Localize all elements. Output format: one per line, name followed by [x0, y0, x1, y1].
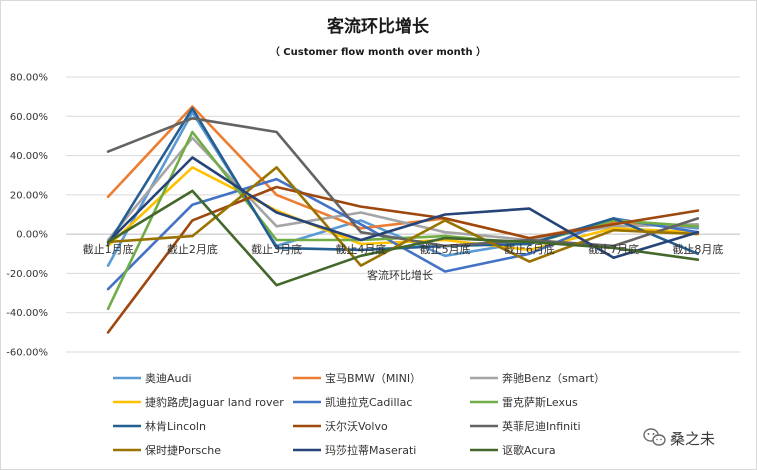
legend-label: 凯迪拉克Cadillac — [325, 395, 412, 409]
legend-label: 雷克萨斯Lexus — [502, 396, 578, 409]
legend-label: 英菲尼迪Infiniti — [502, 419, 581, 433]
y-tick-label: 60.00% — [10, 112, 48, 123]
legend-label: 讴歌Acura — [502, 443, 556, 457]
y-tick-label: -60.00% — [6, 348, 48, 359]
gridlines — [66, 76, 740, 353]
legend-label: 奔驰Benz（smart） — [502, 371, 605, 385]
x-tick-label: 截止6月底 — [504, 242, 555, 256]
x-tick-label: 截止3月底 — [251, 242, 302, 256]
legend-label: 保时捷Porsche — [145, 443, 221, 457]
series-line-2 — [106, 136, 700, 242]
y-tick-label: 0.00% — [16, 230, 48, 241]
legend-label: 沃尔沃Volvo — [325, 420, 388, 433]
x-tick-label: 截止2月底 — [167, 242, 218, 256]
y-tick-label: 80.00% — [10, 73, 48, 84]
watermark-text: 桑之未 — [670, 430, 715, 448]
x-tick-label: 截止8月底 — [672, 242, 723, 256]
legend: 奥迪Audi 宝马BMW（MINI） 奔驰Benz（smart） 捷豹路虎Jaguar… — [113, 371, 605, 457]
y-tick-label: -40.00% — [6, 308, 48, 319]
chart-subtitle: （ Customer flow month over month ） — [270, 45, 486, 58]
legend-label: 宝马BMW（MINI） — [325, 371, 421, 385]
series-line-7 — [106, 185, 700, 334]
y-tick-label: -20.00% — [6, 269, 48, 280]
y-axis-ticks: -60.00% -40.00% -20.00% 0.00% 20.00% 40.00% 60… — [6, 73, 48, 359]
legend-label: 捷豹路虎Jaguar land rover — [145, 395, 284, 409]
wechat-icon — [643, 428, 666, 446]
legend-label: 奥迪Audi — [145, 371, 192, 385]
watermark: 桑之未 — [643, 428, 715, 448]
x-tick-label: 截止4月底 — [335, 242, 386, 256]
series-line-11 — [106, 189, 700, 287]
x-tick-label: 截止1月底 — [83, 242, 134, 256]
series-lines — [106, 105, 700, 334]
y-tick-label: 40.00% — [10, 151, 48, 162]
chart-title: 客流环比增长 — [326, 16, 430, 37]
series-line-10 — [106, 156, 700, 260]
x-tick-label: 截止7月底 — [588, 242, 639, 256]
legend-label: 玛莎拉蒂Maserati — [325, 443, 416, 457]
x-axis-ticks: 截止1月底 截止2月底 截止3月底 截止4月底 截止5月底 截止6月底 截止7月底 截止8月底 — [83, 242, 724, 256]
series-line-9 — [106, 166, 700, 267]
x-axis-title: 客流环比增长 — [367, 268, 433, 282]
legend-label: 林肯Lincoln — [145, 419, 206, 433]
x-tick-label: 截止5月底 — [420, 242, 471, 256]
y-tick-label: 20.00% — [10, 190, 48, 201]
series-line-8 — [106, 117, 700, 248]
